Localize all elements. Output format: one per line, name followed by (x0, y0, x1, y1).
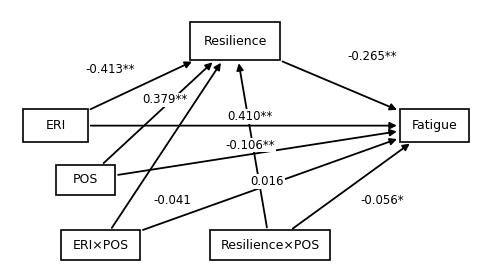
Text: 0.410**: 0.410** (228, 110, 272, 123)
Text: ERI×POS: ERI×POS (72, 239, 128, 252)
FancyBboxPatch shape (400, 109, 469, 142)
Text: 0.379**: 0.379** (142, 93, 188, 106)
FancyBboxPatch shape (190, 22, 280, 60)
Text: ERI: ERI (46, 119, 66, 132)
Text: -0.413**: -0.413** (86, 63, 135, 76)
Text: Fatigue: Fatigue (412, 119, 458, 132)
FancyBboxPatch shape (23, 109, 88, 142)
Text: -0.041: -0.041 (154, 194, 192, 207)
Text: -0.265**: -0.265** (348, 50, 397, 63)
Text: 0.016: 0.016 (250, 175, 284, 188)
FancyBboxPatch shape (56, 165, 116, 195)
Text: POS: POS (73, 173, 98, 186)
Text: Resilience: Resilience (204, 35, 266, 48)
Text: Resilience×POS: Resilience×POS (220, 239, 320, 252)
FancyBboxPatch shape (210, 230, 330, 260)
Text: -0.106**: -0.106** (225, 139, 275, 152)
Text: -0.056*: -0.056* (360, 194, 404, 207)
FancyBboxPatch shape (60, 230, 140, 260)
